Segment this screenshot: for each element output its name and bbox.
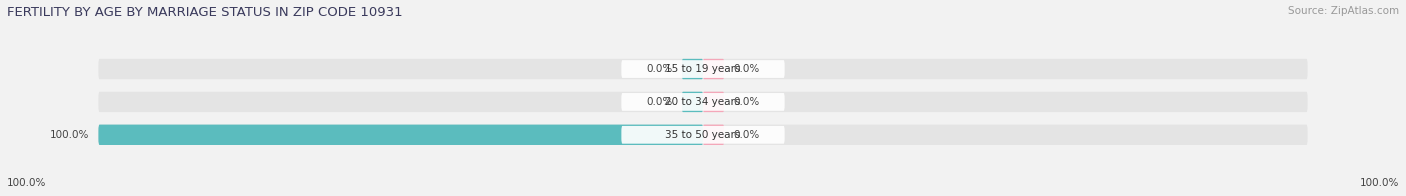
Text: 100.0%: 100.0% <box>51 130 90 140</box>
FancyBboxPatch shape <box>703 125 724 145</box>
Text: 100.0%: 100.0% <box>7 178 46 188</box>
FancyBboxPatch shape <box>621 93 785 111</box>
Text: Source: ZipAtlas.com: Source: ZipAtlas.com <box>1288 6 1399 16</box>
FancyBboxPatch shape <box>682 59 703 79</box>
Text: 35 to 50 years: 35 to 50 years <box>665 130 741 140</box>
Text: FERTILITY BY AGE BY MARRIAGE STATUS IN ZIP CODE 10931: FERTILITY BY AGE BY MARRIAGE STATUS IN Z… <box>7 6 402 19</box>
FancyBboxPatch shape <box>682 92 703 112</box>
Text: 0.0%: 0.0% <box>647 97 672 107</box>
FancyBboxPatch shape <box>98 125 1308 145</box>
Text: 0.0%: 0.0% <box>734 64 759 74</box>
FancyBboxPatch shape <box>703 92 724 112</box>
Text: 20 to 34 years: 20 to 34 years <box>665 97 741 107</box>
Text: 0.0%: 0.0% <box>734 130 759 140</box>
FancyBboxPatch shape <box>98 125 703 145</box>
Text: 0.0%: 0.0% <box>734 97 759 107</box>
Text: 0.0%: 0.0% <box>647 64 672 74</box>
FancyBboxPatch shape <box>98 59 1308 79</box>
FancyBboxPatch shape <box>621 60 785 78</box>
FancyBboxPatch shape <box>98 92 1308 112</box>
FancyBboxPatch shape <box>621 126 785 144</box>
Text: 15 to 19 years: 15 to 19 years <box>665 64 741 74</box>
FancyBboxPatch shape <box>703 59 724 79</box>
Text: 100.0%: 100.0% <box>1360 178 1399 188</box>
